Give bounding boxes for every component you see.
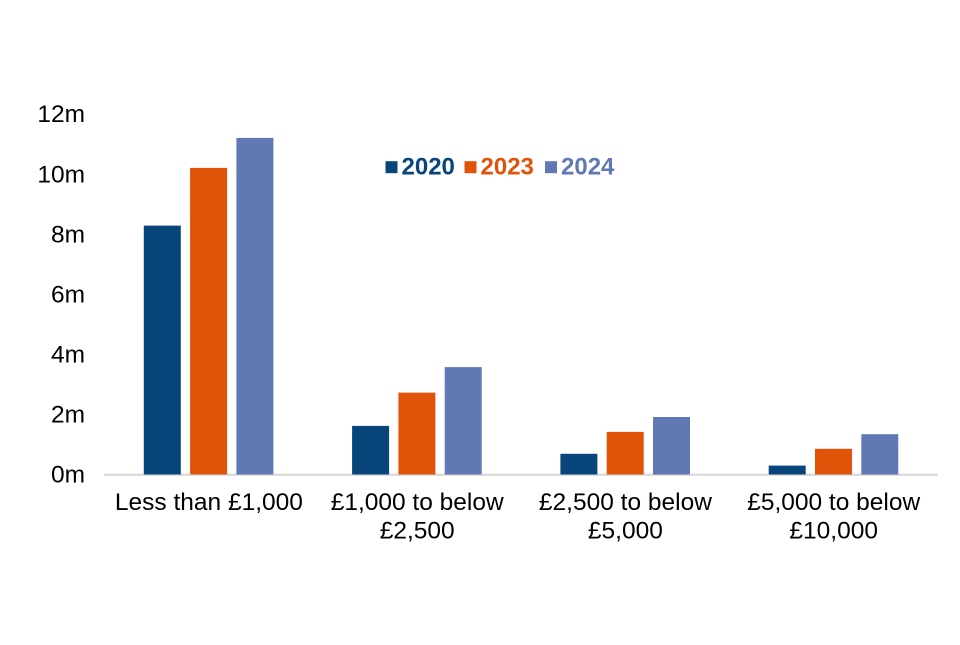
svg-text:£10,000: £10,000 <box>789 517 878 544</box>
svg-text:£5,000: £5,000 <box>588 517 663 544</box>
svg-text:2020: 2020 <box>402 154 455 181</box>
svg-text:£2,500 to below: £2,500 to below <box>539 489 712 516</box>
svg-text:2023: 2023 <box>481 154 534 181</box>
svg-text:£1,000 to below: £1,000 to below <box>331 489 504 516</box>
svg-text:0m: 0m <box>51 462 85 489</box>
svg-text:4m: 4m <box>51 342 85 369</box>
svg-text:10m: 10m <box>37 161 85 188</box>
svg-text:6m: 6m <box>51 282 85 309</box>
svg-text:8m: 8m <box>51 221 85 248</box>
svg-text:Less than £1,000: Less than £1,000 <box>115 489 303 516</box>
svg-text:2024: 2024 <box>561 154 615 181</box>
svg-text:12m: 12m <box>37 101 85 128</box>
svg-text:£5,000 to below: £5,000 to below <box>747 489 920 516</box>
svg-text:2m: 2m <box>51 402 85 429</box>
svg-text:£2,500: £2,500 <box>380 517 455 544</box>
